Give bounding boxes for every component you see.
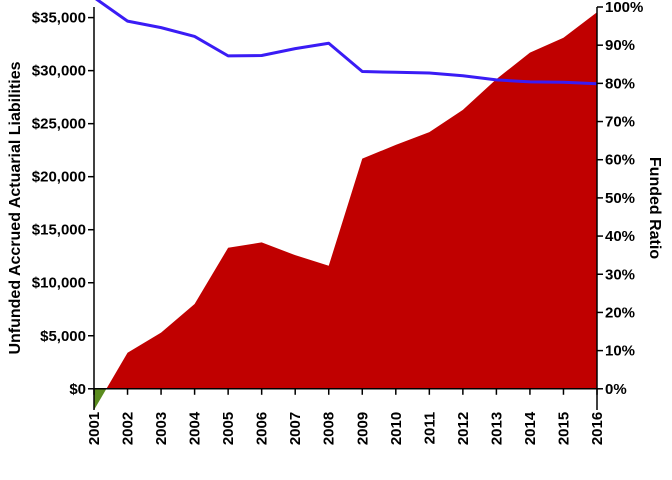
left-tick-label: $5,000 bbox=[40, 328, 86, 345]
right-tick-label: 40% bbox=[605, 228, 635, 245]
x-tick-label: 2006 bbox=[254, 412, 271, 445]
left-tick-label: $0 bbox=[69, 381, 86, 398]
x-tick-label: 2002 bbox=[120, 412, 137, 445]
right-tick-label: 20% bbox=[605, 304, 635, 321]
x-tick-label: 2008 bbox=[321, 412, 338, 445]
x-tick-label: 2009 bbox=[354, 412, 371, 445]
x-tick-label: 2001 bbox=[86, 412, 103, 445]
left-tick-label: $35,000 bbox=[32, 10, 86, 27]
x-tick-label: 2004 bbox=[187, 411, 204, 445]
area-negative-region bbox=[94, 388, 597, 410]
x-tick-label: 2005 bbox=[220, 412, 237, 445]
left-tick-label: $25,000 bbox=[32, 116, 86, 133]
x-tick-label: 2011 bbox=[421, 412, 438, 445]
right-tick-label: 0% bbox=[605, 381, 627, 398]
left-axis: $0 $5,000 $10,000 $15,000 $20,000 $25,000 $30,… bbox=[32, 7, 95, 410]
right-tick-label: 30% bbox=[605, 266, 635, 283]
x-tick-label: 2012 bbox=[455, 412, 472, 445]
x-tick-label: 2015 bbox=[555, 412, 572, 445]
area-series-unfunded-liabilities bbox=[94, 12, 597, 389]
left-tick-label: $20,000 bbox=[32, 169, 86, 186]
right-tick-label: 90% bbox=[605, 37, 635, 54]
x-tick-label: 2014 bbox=[522, 411, 539, 445]
right-tick-label: 10% bbox=[605, 343, 635, 360]
right-tick-label: 100% bbox=[605, 0, 643, 16]
left-tick-label: $10,000 bbox=[32, 275, 86, 292]
right-tick-label: 70% bbox=[605, 114, 635, 131]
right-axis: 0% 10% 20% 30% 40% 50% 60% 70% 80% 90% 100% bbox=[596, 0, 643, 410]
plot-area bbox=[94, 0, 598, 410]
y-axis-title: Unfunded Accrued Actuarial Liabilities bbox=[7, 61, 24, 354]
left-tick-label: $15,000 bbox=[32, 222, 86, 239]
x-tick-label: 2016 bbox=[589, 412, 606, 445]
right-tick-label: 60% bbox=[605, 152, 635, 169]
x-axis: 2001 2002 2003 2004 2005 2006 2007 2008 2009 2010… bbox=[86, 388, 606, 445]
x-tick-label: 2003 bbox=[153, 412, 170, 445]
y2-axis-title: Funded Ratio bbox=[646, 157, 663, 259]
right-tick-label: 50% bbox=[605, 190, 635, 207]
right-tick-label: 80% bbox=[605, 75, 635, 92]
line-series-funded-ratio bbox=[95, 0, 598, 86]
x-tick-label: 2013 bbox=[488, 412, 505, 445]
left-tick-label: $30,000 bbox=[32, 63, 86, 80]
x-tick-label: 2007 bbox=[287, 412, 304, 445]
x-tick-label: 2010 bbox=[388, 412, 405, 445]
